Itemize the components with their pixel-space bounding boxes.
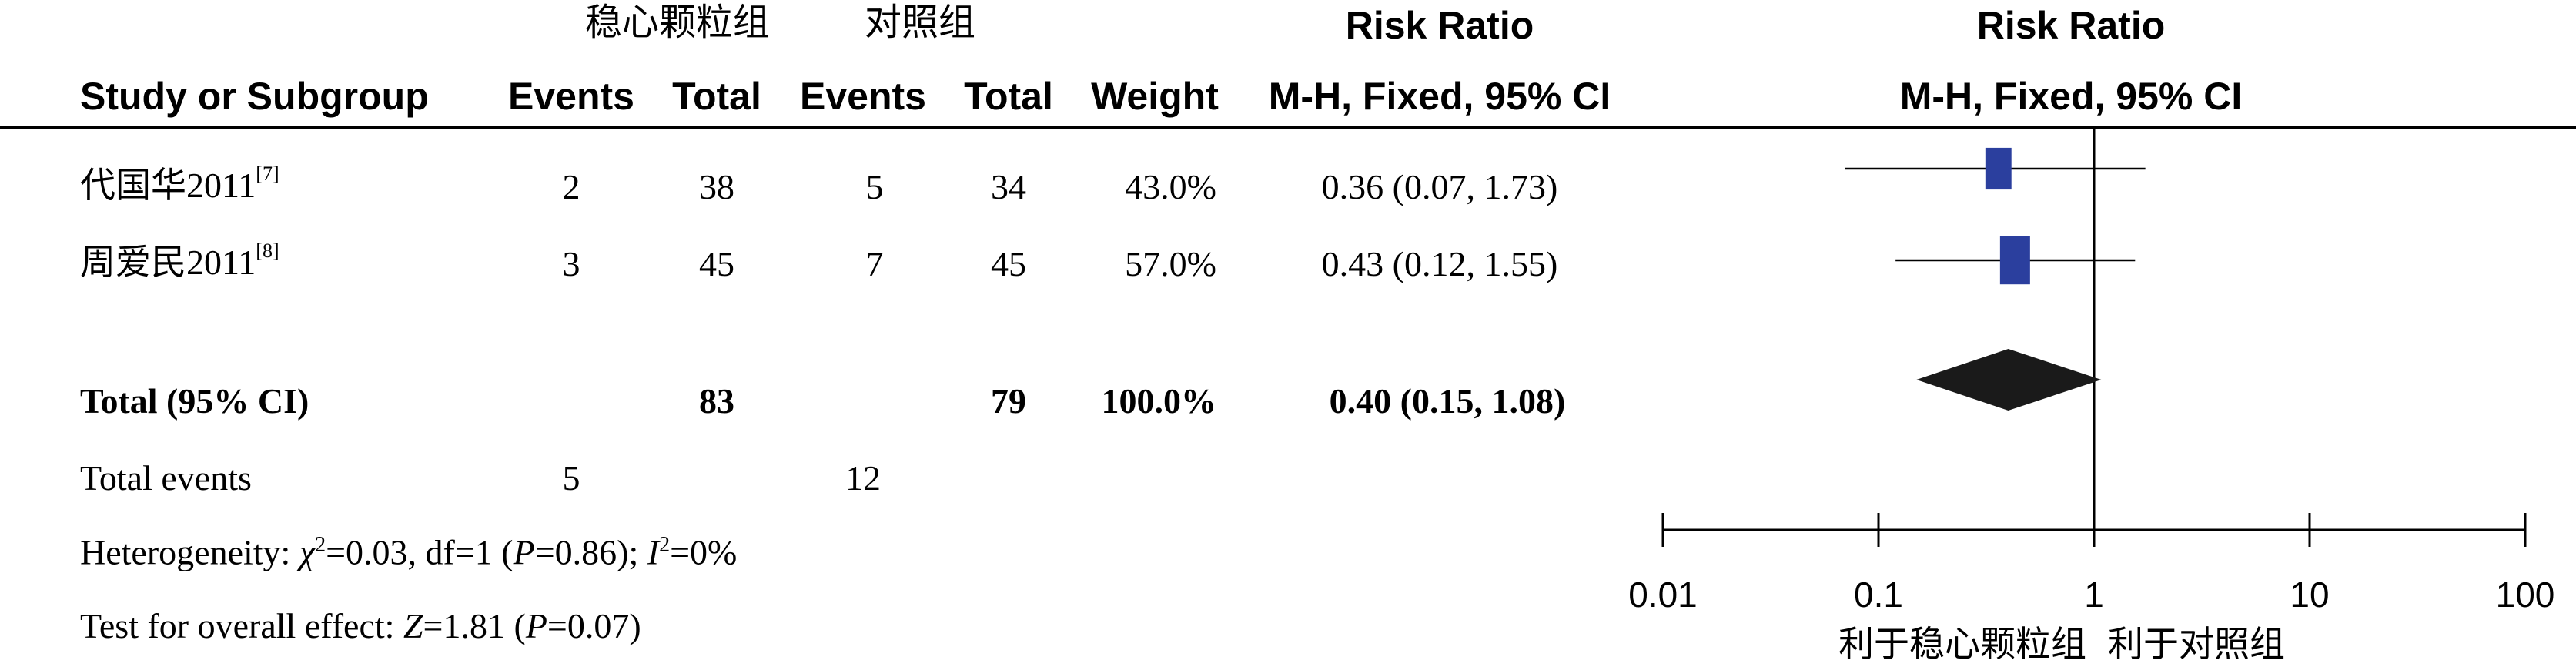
events2-header: Events [800, 75, 926, 118]
favours-right-label: 利于对照组 [2108, 623, 2285, 665]
group1-header: 稳心颗粒组 [584, 2, 771, 43]
total2-cell: 34 [991, 167, 1026, 206]
total-weight: 100.0% [1101, 381, 1217, 421]
total-label: Total (95% CI) [80, 381, 309, 421]
p-symbol: P [513, 532, 535, 572]
x-tick-label: 100 [2496, 575, 2555, 615]
events2-cell: 7 [865, 244, 884, 283]
i-value: =0% [670, 532, 738, 572]
total-events-label: Total events [80, 458, 252, 498]
heterogeneity-prefix: Heterogeneity: [80, 532, 299, 572]
total-events2: 12 [845, 458, 881, 498]
total-ci: 0.40 (0.15, 1.08) [1329, 381, 1566, 421]
total1-sum: 83 [699, 381, 734, 421]
plot-title: Risk Ratio [1976, 4, 2166, 47]
p-value: =0.86); [534, 532, 647, 572]
events2-cell: 5 [865, 167, 884, 206]
total1-cell: 38 [699, 167, 734, 206]
header-rule [0, 126, 2576, 129]
p-value: =0.07) [547, 606, 641, 645]
study-label: 代国华2011 [80, 166, 256, 205]
total2-cell: 45 [991, 244, 1026, 283]
x-axis: 0.01 0.1 1 10 100 [1628, 513, 2554, 615]
x-tick-label: 10 [2290, 575, 2329, 615]
total1-header: Total [672, 75, 761, 118]
ci-cell: 0.36 (0.07, 1.73) [1321, 167, 1558, 206]
study-point-estimate [1999, 236, 2030, 285]
p-symbol: P [525, 606, 547, 645]
events1-cell: 3 [562, 244, 580, 283]
heterogeneity-line: Heterogeneity: χ2=0.03, df=1 (P=0.86); I… [80, 535, 737, 570]
study-column-header: Study or Subgroup [80, 75, 429, 118]
study-markers [1845, 147, 2146, 285]
pooled-diamond [1916, 349, 2102, 411]
study-name: 周爱民2011[8] [80, 241, 279, 282]
chi-symbol: χ [299, 532, 316, 572]
events1-cell: 2 [562, 167, 580, 206]
events1-header: Events [508, 75, 634, 118]
study-reference: [7] [256, 163, 279, 185]
i-exponent: 2 [659, 533, 671, 557]
total2-header: Total [964, 75, 1053, 118]
total2-sum: 79 [991, 381, 1026, 421]
overall-effect-line: Test for overall effect: Z=1.81 (P=0.07) [80, 608, 641, 644]
i-symbol: I [647, 532, 660, 572]
total1-cell: 45 [699, 244, 734, 283]
study-name: 代国华2011[7] [80, 164, 279, 205]
rr-column-title: Risk Ratio [1345, 4, 1534, 47]
favours-left-label: 利于稳心颗粒组 [1838, 623, 2086, 665]
x-tick-label: 1 [2084, 575, 2104, 615]
study-reference: [8] [256, 240, 279, 262]
rr-method-header: M-H, Fixed, 95% CI [1268, 75, 1611, 118]
plot-method-header: M-H, Fixed, 95% CI [1899, 75, 2243, 118]
x-tick-label: 0.01 [1628, 575, 1698, 615]
total-events1: 5 [562, 458, 580, 498]
study-point-estimate [1985, 147, 2012, 190]
z-value: =1.81 ( [423, 606, 526, 645]
chi-exponent: 2 [315, 533, 326, 557]
study-label: 周爱民2011 [80, 243, 256, 282]
group2-header: 对照组 [864, 2, 976, 43]
chi-value: =0.03, df=1 ( [326, 532, 514, 572]
weight-cell: 57.0% [1125, 244, 1216, 283]
ci-cell: 0.43 (0.12, 1.55) [1321, 244, 1558, 283]
weight-cell: 43.0% [1125, 167, 1216, 206]
overall-prefix: Test for overall effect: [80, 606, 403, 645]
z-symbol: Z [403, 606, 423, 645]
weight-header: Weight [1091, 75, 1219, 118]
x-tick-label: 0.1 [1854, 575, 1903, 615]
